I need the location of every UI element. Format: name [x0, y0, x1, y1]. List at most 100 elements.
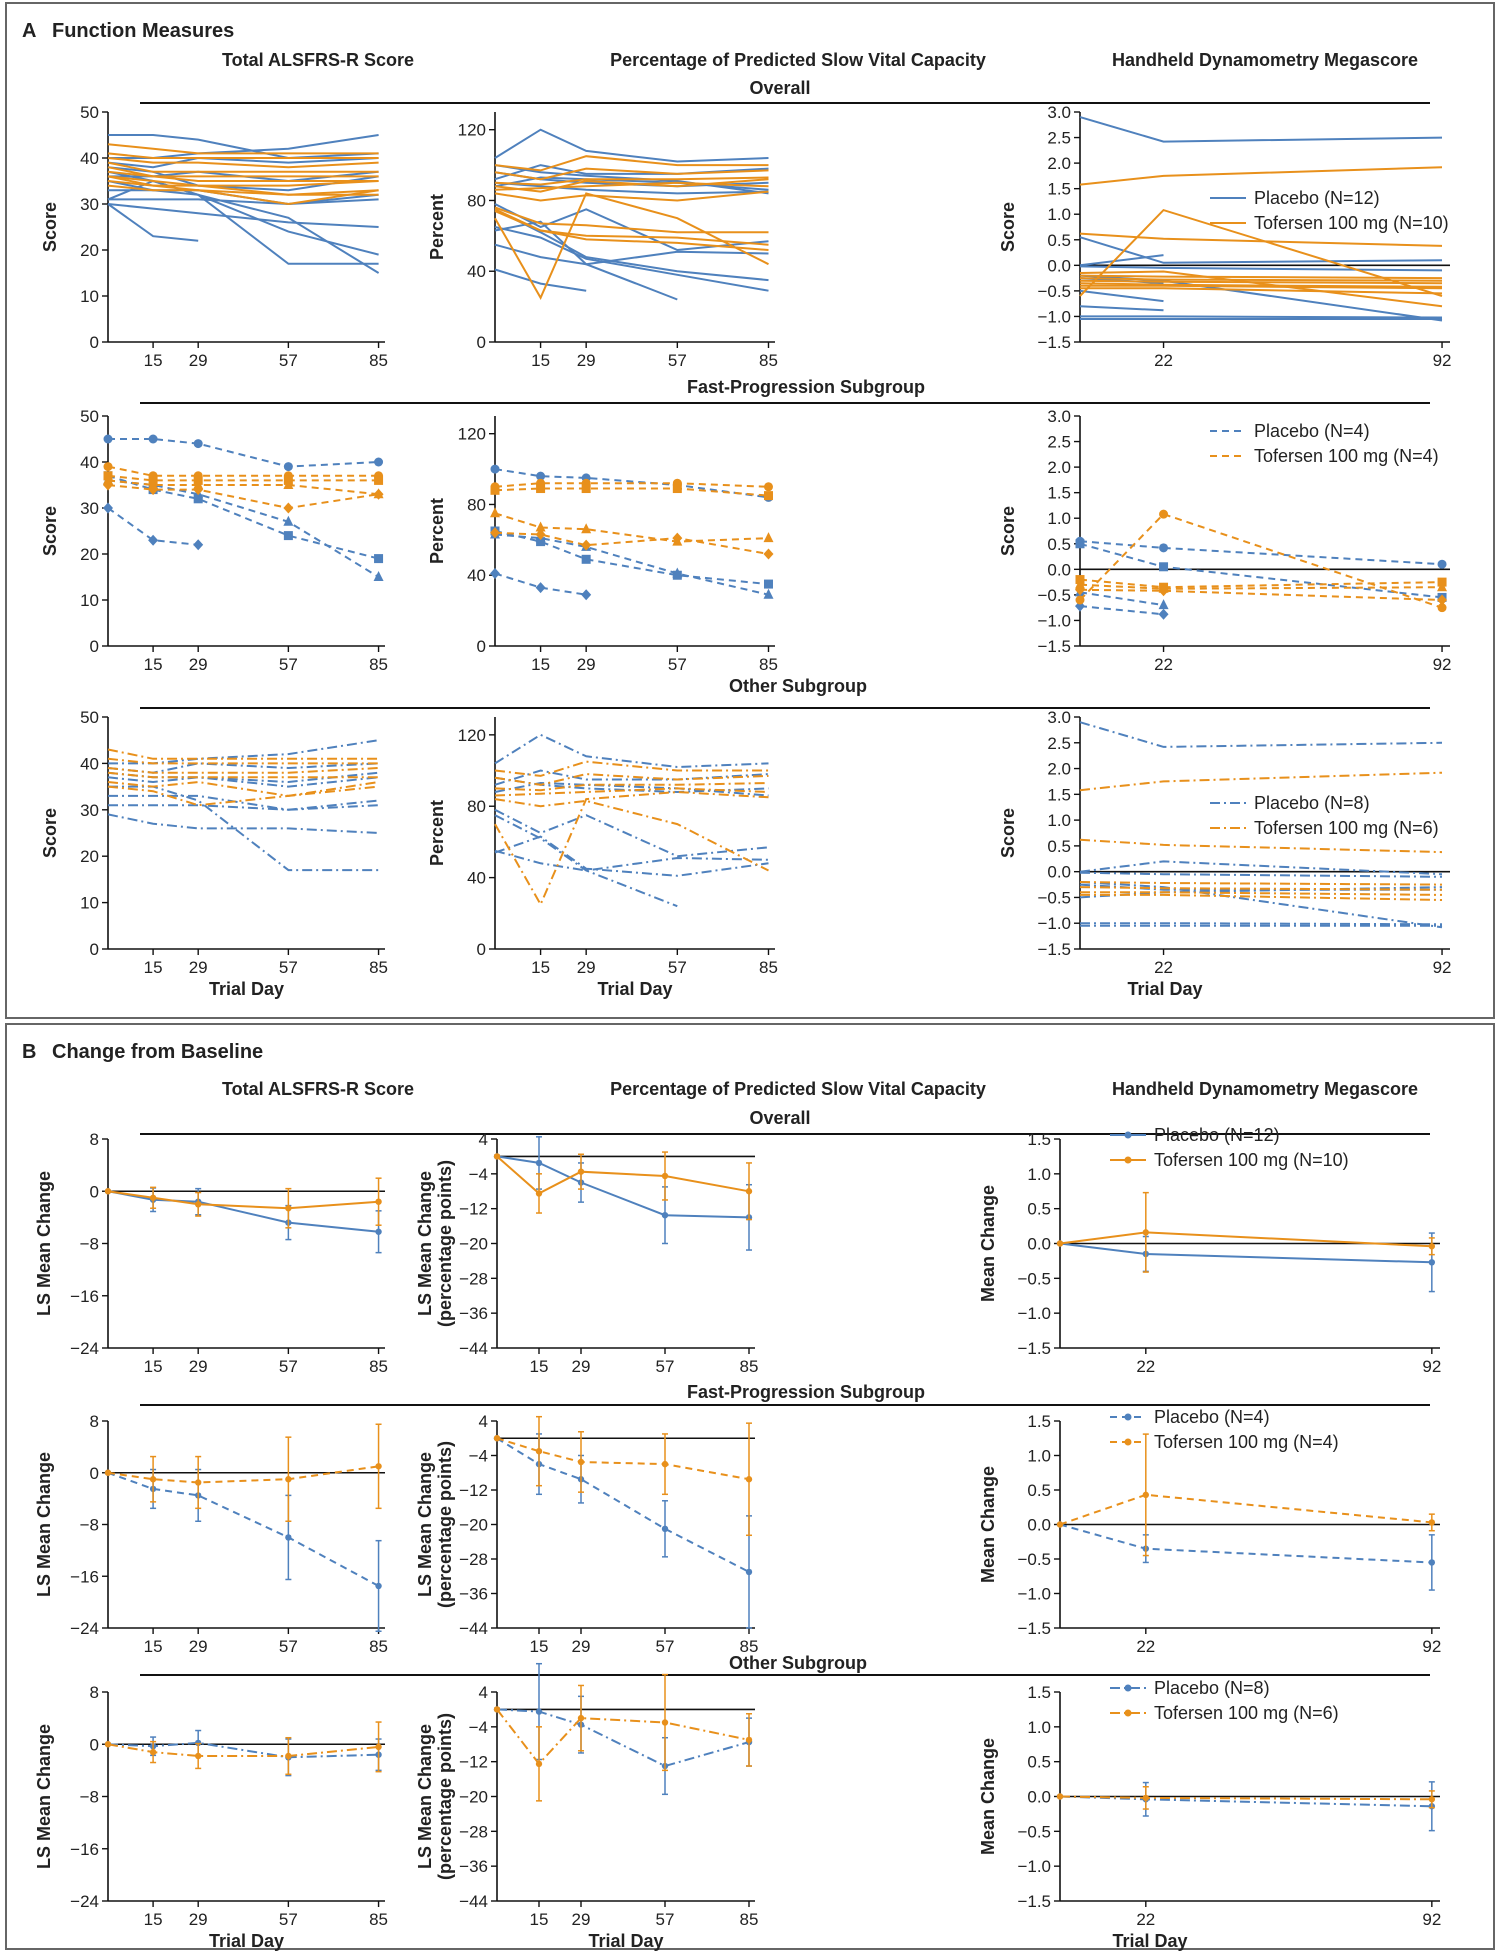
data-point-tofersen — [490, 507, 500, 518]
data-point-tofersen — [104, 1741, 112, 1748]
data-point-tofersen — [1428, 1796, 1436, 1803]
series-line-placebo — [494, 808, 769, 858]
y-tick-label: 50 — [80, 407, 99, 426]
section-a-frame — [5, 2, 1495, 1019]
data-point-placebo — [373, 571, 384, 581]
legend-label-placebo: Placebo (N=12) — [1254, 188, 1380, 208]
series-line-placebo — [1080, 922, 1443, 926]
data-point-tofersen — [1437, 603, 1447, 613]
y-tick-label: −36 — [459, 1857, 488, 1876]
chart-b-fast-alsfrs: −24 −16 −8 0 8 15 29 57 85 LS Mean Change — [34, 1412, 388, 1656]
series-line-tofersen — [107, 152, 379, 159]
x-tick-label: 92 — [1422, 1357, 1441, 1376]
data-point-placebo — [1075, 539, 1085, 549]
y-tick-label: 120 — [458, 726, 486, 745]
y-tick-label: 0.5 — [1047, 837, 1071, 856]
series-line-placebo — [1079, 871, 1443, 878]
series-line-placebo — [1059, 1242, 1432, 1264]
series-line-tofersen — [1080, 284, 1443, 290]
y-tick-label: 8 — [90, 1412, 99, 1431]
y-axis-label: Percent — [427, 498, 447, 564]
y-tick-label: −1.0 — [1037, 307, 1071, 326]
y-tick-label: 0 — [477, 333, 486, 352]
series-line-tofersen — [494, 798, 769, 872]
y-tick-label: −1.5 — [1017, 1892, 1051, 1911]
data-point-tofersen — [148, 479, 159, 489]
y-tick-label: 0.0 — [1047, 560, 1071, 579]
chart-a-fast-hhd: −1.5 −1.0 −0.5 0.0 0.5 1.0 1.5 2.0 2.5 3.0 22 92 Sco… — [998, 407, 1452, 674]
y-tick-label: 8 — [90, 1130, 99, 1149]
y-tick-label: 0.5 — [1047, 535, 1071, 554]
y-tick-label: −16 — [70, 1287, 99, 1306]
data-point-placebo — [285, 1534, 292, 1541]
x-tick-label: 15 — [144, 1910, 163, 1929]
y-tick-label: 30 — [80, 195, 99, 214]
data-point-tofersen — [374, 475, 384, 485]
data-point-placebo — [1158, 608, 1169, 620]
series-line-tofersen — [1079, 838, 1443, 854]
chart-a-other-hhd: −1.5 −1.0 −0.5 0.0 0.5 1.0 1.5 2.0 2.5 3.0 22 92 Sco… — [998, 708, 1452, 999]
y-tick-label: 120 — [458, 425, 486, 444]
y-tick-label: 20 — [80, 241, 99, 260]
column-title-alsfrs-b: Total ALSFRS-R Score — [222, 1079, 414, 1099]
x-tick-label: 15 — [531, 655, 550, 674]
subgroup-label-overall-a: Overall — [749, 78, 810, 98]
series-line-tofersen — [107, 170, 379, 182]
data-point-placebo — [490, 464, 500, 474]
y-tick-label: 3.0 — [1047, 407, 1071, 426]
data-point-tofersen — [577, 1168, 585, 1175]
data-point-placebo — [535, 1159, 543, 1167]
y-tick-label: −12 — [459, 1481, 488, 1500]
legend-label-placebo: Placebo (N=8) — [1254, 793, 1370, 813]
x-tick-label: 85 — [740, 1910, 759, 1929]
data-point-tofersen — [1056, 1240, 1064, 1247]
series-line-placebo — [1079, 542, 1443, 599]
y-tick-label: −4 — [469, 1447, 488, 1466]
y-tick-label: 50 — [80, 708, 99, 727]
chart-b-other-alsfrs: −24 −16 −8 0 8 15 29 57 85 LS Mean Change Trial Da… — [34, 1683, 388, 1951]
series-line-tofersen — [107, 143, 379, 155]
series-line-tofersen — [107, 166, 379, 178]
y-tick-label: −1.5 — [1017, 1619, 1051, 1638]
series-line-placebo — [107, 1471, 380, 1587]
x-tick-label: 85 — [369, 958, 388, 977]
x-tick-label: 22 — [1136, 1910, 1155, 1929]
y-axis-label: Mean Change — [978, 1466, 998, 1583]
y-tick-label: −16 — [70, 1567, 99, 1586]
series-line-placebo — [494, 835, 769, 877]
data-point-tofersen — [283, 502, 294, 514]
series-line-placebo — [494, 572, 587, 596]
chart-b-fast-hhd: −1.5 −1.0 −0.5 0.0 0.5 1.0 1.5 22 92 Mean Change P… — [978, 1407, 1441, 1656]
series-line-tofersen — [494, 155, 769, 172]
data-point-tofersen — [581, 484, 591, 494]
series-line-placebo — [494, 814, 678, 908]
x-tick-label: 92 — [1433, 958, 1452, 977]
legend-label-tofersen: Tofersen 100 mg (N=6) — [1254, 818, 1439, 838]
y-tick-label: 40 — [467, 566, 486, 585]
series-line-tofersen — [1079, 166, 1443, 186]
x-tick-label: 15 — [530, 1910, 549, 1929]
data-point-tofersen — [104, 1469, 112, 1476]
y-tick-label: 0.5 — [1027, 1753, 1051, 1772]
y-tick-label: 10 — [80, 591, 99, 610]
y-tick-label: −44 — [459, 1892, 488, 1911]
x-tick-label: 85 — [740, 1357, 759, 1376]
series-line-placebo — [1079, 721, 1443, 748]
series-line-tofersen — [1059, 1493, 1432, 1526]
x-tick-label: 85 — [369, 1910, 388, 1929]
data-point-placebo — [1159, 543, 1169, 553]
legend-label-tofersen: Tofersen 100 mg (N=4) — [1154, 1432, 1339, 1452]
y-tick-label: −16 — [70, 1840, 99, 1859]
y-tick-label: −20 — [459, 1788, 488, 1807]
x-tick-label: 85 — [759, 655, 778, 674]
series-line-placebo — [494, 530, 769, 586]
y-tick-label: 30 — [80, 801, 99, 820]
legend-label-tofersen: Tofersen 100 mg (N=10) — [1154, 1150, 1349, 1170]
series-line-tofersen — [1079, 881, 1443, 886]
data-point-tofersen — [1437, 581, 1448, 592]
data-point-tofersen — [1075, 578, 1085, 589]
data-point-tofersen — [375, 1198, 382, 1205]
data-point-placebo — [375, 1582, 382, 1590]
y-tick-label: 1.5 — [1027, 1412, 1051, 1431]
series-line-placebo — [1079, 116, 1443, 143]
